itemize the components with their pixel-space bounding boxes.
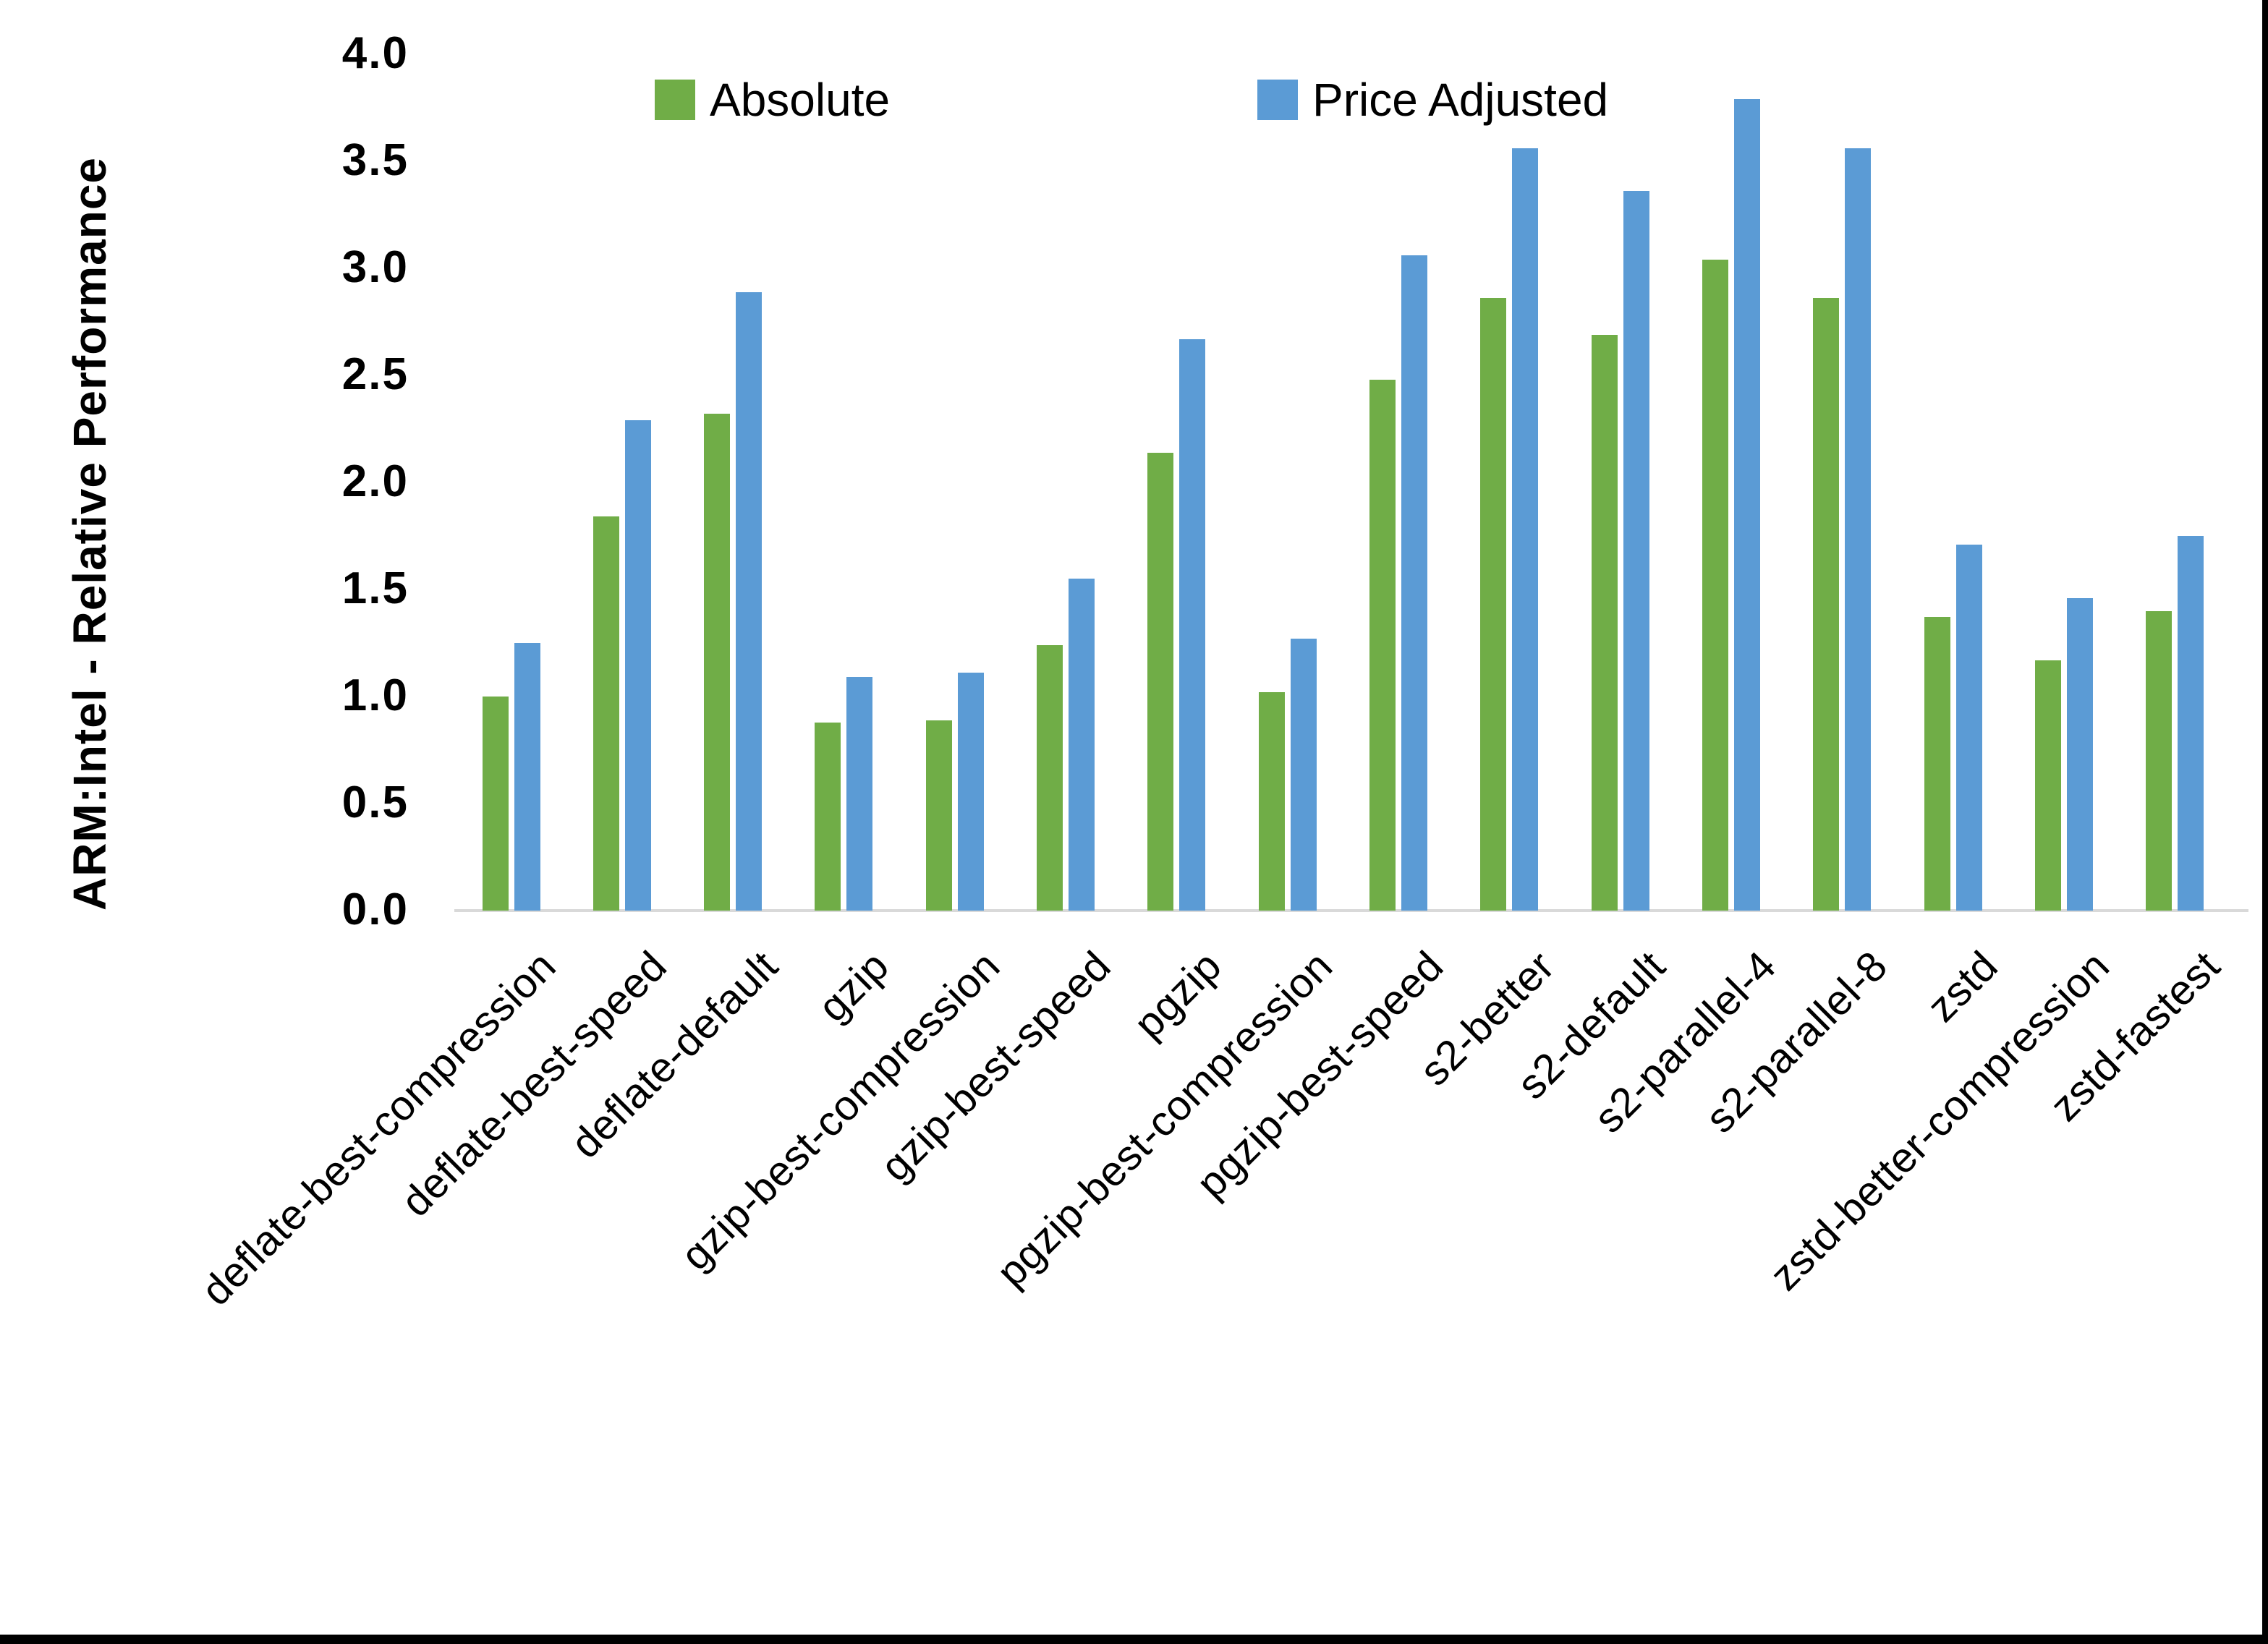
y-axis-title: ARM:Intel - Relative Performance (64, 156, 116, 911)
y-tick-label: 1.5 (341, 563, 409, 614)
legend-label-price-adjusted: Price Adjusted (1312, 74, 1609, 126)
legend-swatch-absolute-icon (655, 80, 695, 120)
bar-absolute-zstd-fastest (2146, 610, 2173, 911)
bar-absolute-s2-parallel-4 (1702, 260, 1729, 911)
bar-absolute-s2-parallel-8 (1813, 298, 1840, 911)
bar-price-adjusted-pgzip-best-compression (1290, 639, 1317, 911)
bar-price-adjusted-deflate-best-compression (514, 643, 540, 911)
bar-price-adjusted-zstd-better-compression (2067, 597, 2094, 911)
bar-absolute-pgzip-best-speed (1369, 379, 1396, 911)
x-category-label: gzip (809, 942, 899, 1031)
y-tick-label: 2.5 (341, 349, 409, 400)
bar-absolute-pgzip-best-compression (1258, 692, 1285, 911)
bar-price-adjusted-s2-parallel-4 (1734, 99, 1761, 911)
bar-absolute-gzip-best-speed (1037, 644, 1063, 911)
legend-item-absolute: Absolute (655, 74, 890, 126)
bar-price-adjusted-pgzip-best-speed (1401, 255, 1428, 911)
x-category-label: pgzip (1125, 942, 1231, 1048)
bar-price-adjusted-zstd-fastest (2178, 536, 2204, 911)
bar-absolute-deflate-default (704, 414, 731, 911)
legend-swatch-price-adjusted-icon (1257, 80, 1298, 120)
y-tick-label: 4.0 (341, 28, 409, 79)
bar-price-adjusted-s2-default (1623, 191, 1649, 911)
bar-price-adjusted-gzip (846, 677, 873, 911)
bar-absolute-gzip (815, 722, 841, 911)
bar-absolute-gzip-best-compression (925, 720, 952, 911)
bar-price-adjusted-zstd (1955, 544, 1982, 911)
screen-edge-right (2262, 0, 2268, 1644)
legend-item-price-adjusted: Price Adjusted (1257, 74, 1608, 126)
bar-absolute-deflate-best-speed (593, 516, 619, 911)
screen-edge-bottom (0, 1635, 2268, 1644)
y-tick-label: 3.0 (341, 242, 409, 293)
y-tick-label: 0.0 (341, 885, 409, 935)
x-category-label: zstd (1918, 942, 2008, 1031)
legend-label-absolute: Absolute (710, 74, 891, 126)
bar-price-adjusted-s2-better (1512, 148, 1539, 911)
y-tick-label: 3.5 (341, 135, 409, 186)
y-tick-label: 1.0 (341, 670, 409, 721)
bar-absolute-zstd-better-compression (2035, 660, 2062, 911)
bar-absolute-zstd (1924, 617, 1950, 911)
y-tick-label: 0.5 (341, 778, 409, 828)
bar-absolute-s2-better (1480, 298, 1507, 911)
bar-absolute-pgzip (1147, 452, 1174, 911)
y-tick-label: 2.0 (341, 456, 409, 507)
bar-price-adjusted-deflate-best-speed (624, 420, 651, 911)
bar-price-adjusted-s2-parallel-8 (1845, 148, 1872, 911)
bar-price-adjusted-gzip-best-speed (1069, 579, 1095, 911)
bar-price-adjusted-deflate-default (736, 291, 763, 911)
bar-absolute-s2-default (1591, 334, 1618, 911)
bar-price-adjusted-gzip-best-compression (957, 673, 984, 911)
bar-price-adjusted-pgzip (1179, 338, 1206, 911)
bar-absolute-deflate-best-compression (482, 697, 509, 911)
x-axis-line (454, 909, 2248, 912)
